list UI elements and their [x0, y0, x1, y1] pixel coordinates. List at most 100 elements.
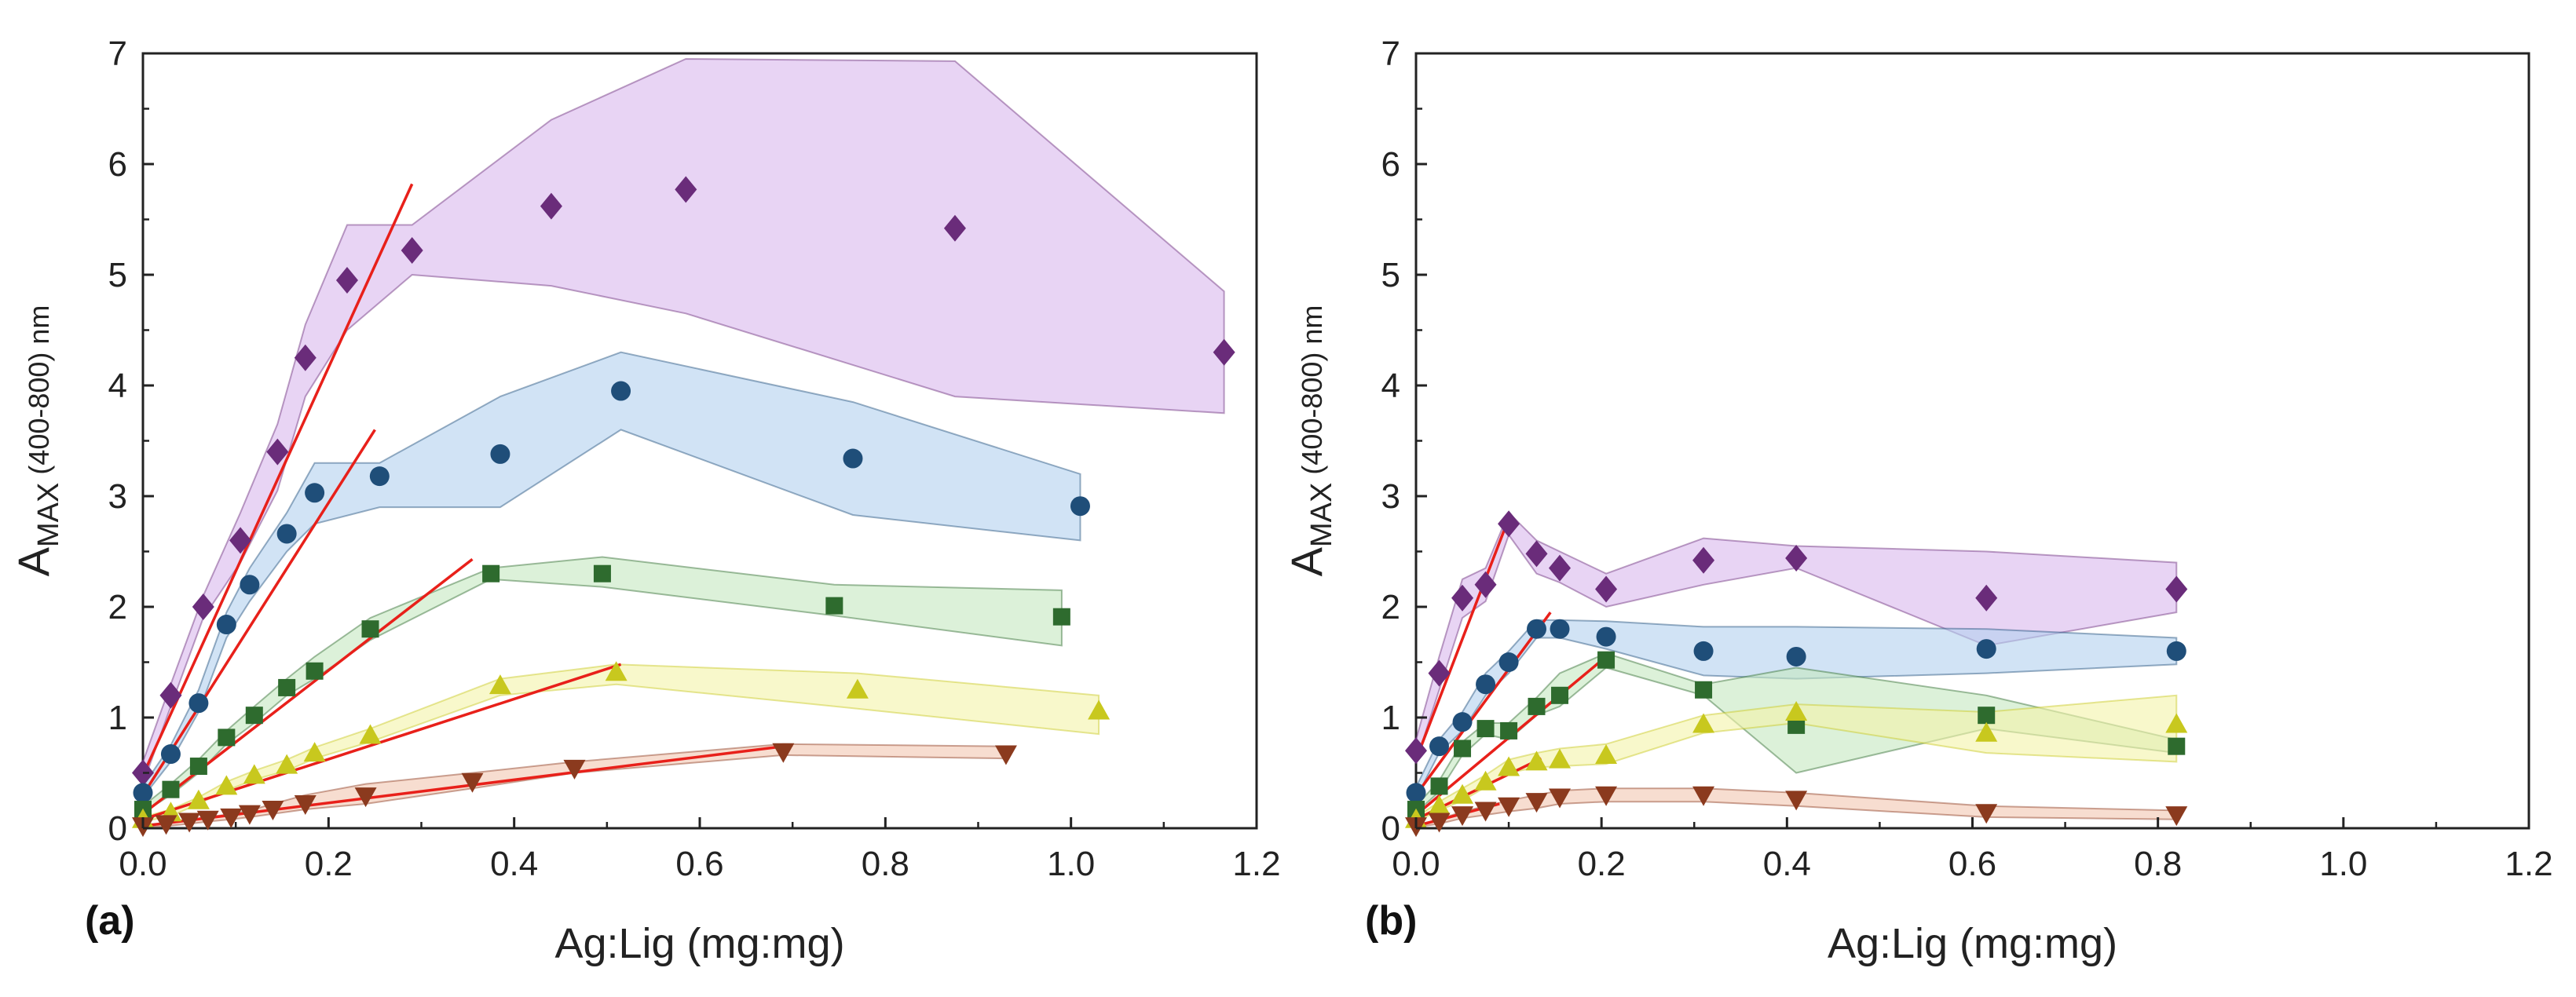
point-square	[1430, 777, 1448, 795]
point-circle	[133, 783, 153, 803]
point-diamond	[1975, 584, 1998, 612]
y-tick-label: 4	[1381, 367, 1400, 405]
point-triangle-up	[1451, 783, 1474, 804]
point-diamond	[266, 438, 289, 466]
point-triangle-down	[1975, 804, 1998, 824]
point-square	[306, 662, 324, 680]
x-tick-label: 0.6	[1948, 845, 1996, 883]
x-tick-label: 0.6	[675, 845, 723, 883]
point-circle	[1452, 712, 1473, 732]
x-tick-label: 1.2	[1232, 845, 1280, 883]
y-tick-label: 0	[108, 809, 127, 848]
x-tick-label: 1.2	[2505, 845, 2552, 883]
point-diamond	[159, 681, 182, 709]
point-triangle-up	[359, 724, 382, 744]
point-triangle-up	[488, 674, 511, 695]
point-square	[1787, 716, 1806, 734]
point-triangle-down	[2165, 806, 2188, 827]
point-square	[361, 620, 379, 638]
point-diamond	[943, 214, 966, 242]
point-triangle-up	[276, 754, 298, 774]
point-triangle-up	[1692, 713, 1715, 733]
point-triangle-down	[1785, 791, 1808, 811]
point-diamond	[1474, 571, 1497, 598]
point-square	[482, 564, 500, 582]
point-triangle-down	[1474, 802, 1497, 822]
point-triangle-up	[187, 789, 210, 809]
point-circle	[1429, 736, 1450, 757]
point-circle	[240, 575, 260, 595]
y-tick-label: 4	[108, 367, 127, 405]
point-square	[825, 597, 843, 615]
point-diamond	[540, 192, 562, 220]
point-triangle-down	[563, 759, 586, 780]
point-square	[278, 678, 296, 696]
y-tick-label: 6	[1381, 145, 1400, 184]
x-tick-label: 0.2	[305, 845, 353, 883]
y-tick-label: 2	[108, 588, 127, 626]
point-diamond	[1405, 737, 1427, 765]
point-circle	[276, 524, 297, 544]
y-tick-label: 2	[1381, 588, 1400, 626]
x-tick-label: 0.4	[490, 845, 538, 883]
y-tick-label: 3	[1381, 477, 1400, 516]
point-circle	[1976, 639, 1996, 659]
panel-label: (a)	[85, 898, 135, 944]
fit-line	[1414, 612, 1552, 796]
point-square	[1551, 686, 1569, 704]
panel-b: 0 1 2 3 4 5 6 7 0.0 0.2 0.4 0.6 0.8 1.0 1.2 Ag:Lig (mg:…	[1282, 35, 2553, 967]
x-tick-label: 0.8	[862, 845, 909, 883]
point-circle	[490, 444, 510, 464]
point-triangle-down	[1498, 797, 1520, 817]
x-tick-label: 0.4	[1763, 845, 1811, 883]
point-square	[1454, 740, 1472, 758]
point-diamond	[294, 344, 317, 371]
point-circle	[305, 483, 325, 503]
y-tick-label: 3	[108, 477, 127, 516]
point-square	[189, 758, 207, 776]
point-circle	[1070, 496, 1090, 517]
point-square	[162, 780, 180, 798]
fit-line	[141, 183, 414, 776]
point-triangle-up	[1498, 756, 1520, 776]
point-diamond	[1595, 575, 1618, 603]
point-triangle-up	[1088, 699, 1111, 720]
panel-label: (b)	[1365, 898, 1417, 944]
point-diamond	[335, 267, 358, 294]
point-square	[593, 564, 611, 582]
point-circle	[188, 693, 209, 714]
point-triangle-down	[1595, 786, 1618, 806]
point-diamond	[2165, 575, 2188, 603]
point-circle	[843, 448, 863, 469]
y-tick-label: 0	[1381, 809, 1400, 848]
point-square	[1476, 720, 1495, 738]
point-circle	[1693, 641, 1714, 661]
point-triangle-down	[196, 810, 219, 831]
panel-a: 0 1 2 3 4 5 6 7 0.0 0.2 0.4 0.6 0.8 1.0 1.2 Ag:Lig (mg:…	[9, 35, 1281, 967]
point-diamond	[1451, 584, 1474, 612]
fit-line	[141, 429, 376, 796]
point-triangle-down	[354, 787, 377, 808]
x-axis-label: Ag:Lig (mg:mg)	[1828, 920, 2117, 967]
point-square	[1597, 651, 1615, 669]
point-diamond	[401, 236, 423, 264]
point-triangle-down	[461, 772, 484, 793]
point-triangle-down	[262, 801, 284, 821]
point-triangle-down	[155, 815, 177, 835]
band-circle	[1415, 619, 2178, 799]
point-triangle-up	[303, 742, 326, 762]
point-square	[1052, 608, 1070, 626]
x-tick-label: 0.2	[1578, 845, 1626, 883]
point-triangle-down	[994, 745, 1017, 765]
point-triangle-up	[1975, 721, 1998, 742]
point-triangle-down	[1549, 788, 1572, 809]
point-square	[1500, 721, 1518, 740]
point-circle	[1498, 652, 1519, 672]
point-diamond	[1785, 544, 1808, 572]
point-triangle-up	[1549, 748, 1572, 769]
x-tick-label: 0.0	[119, 845, 166, 883]
y-tick-label: 7	[108, 35, 127, 73]
point-triangle-down	[1428, 813, 1451, 833]
point-square	[218, 729, 236, 747]
